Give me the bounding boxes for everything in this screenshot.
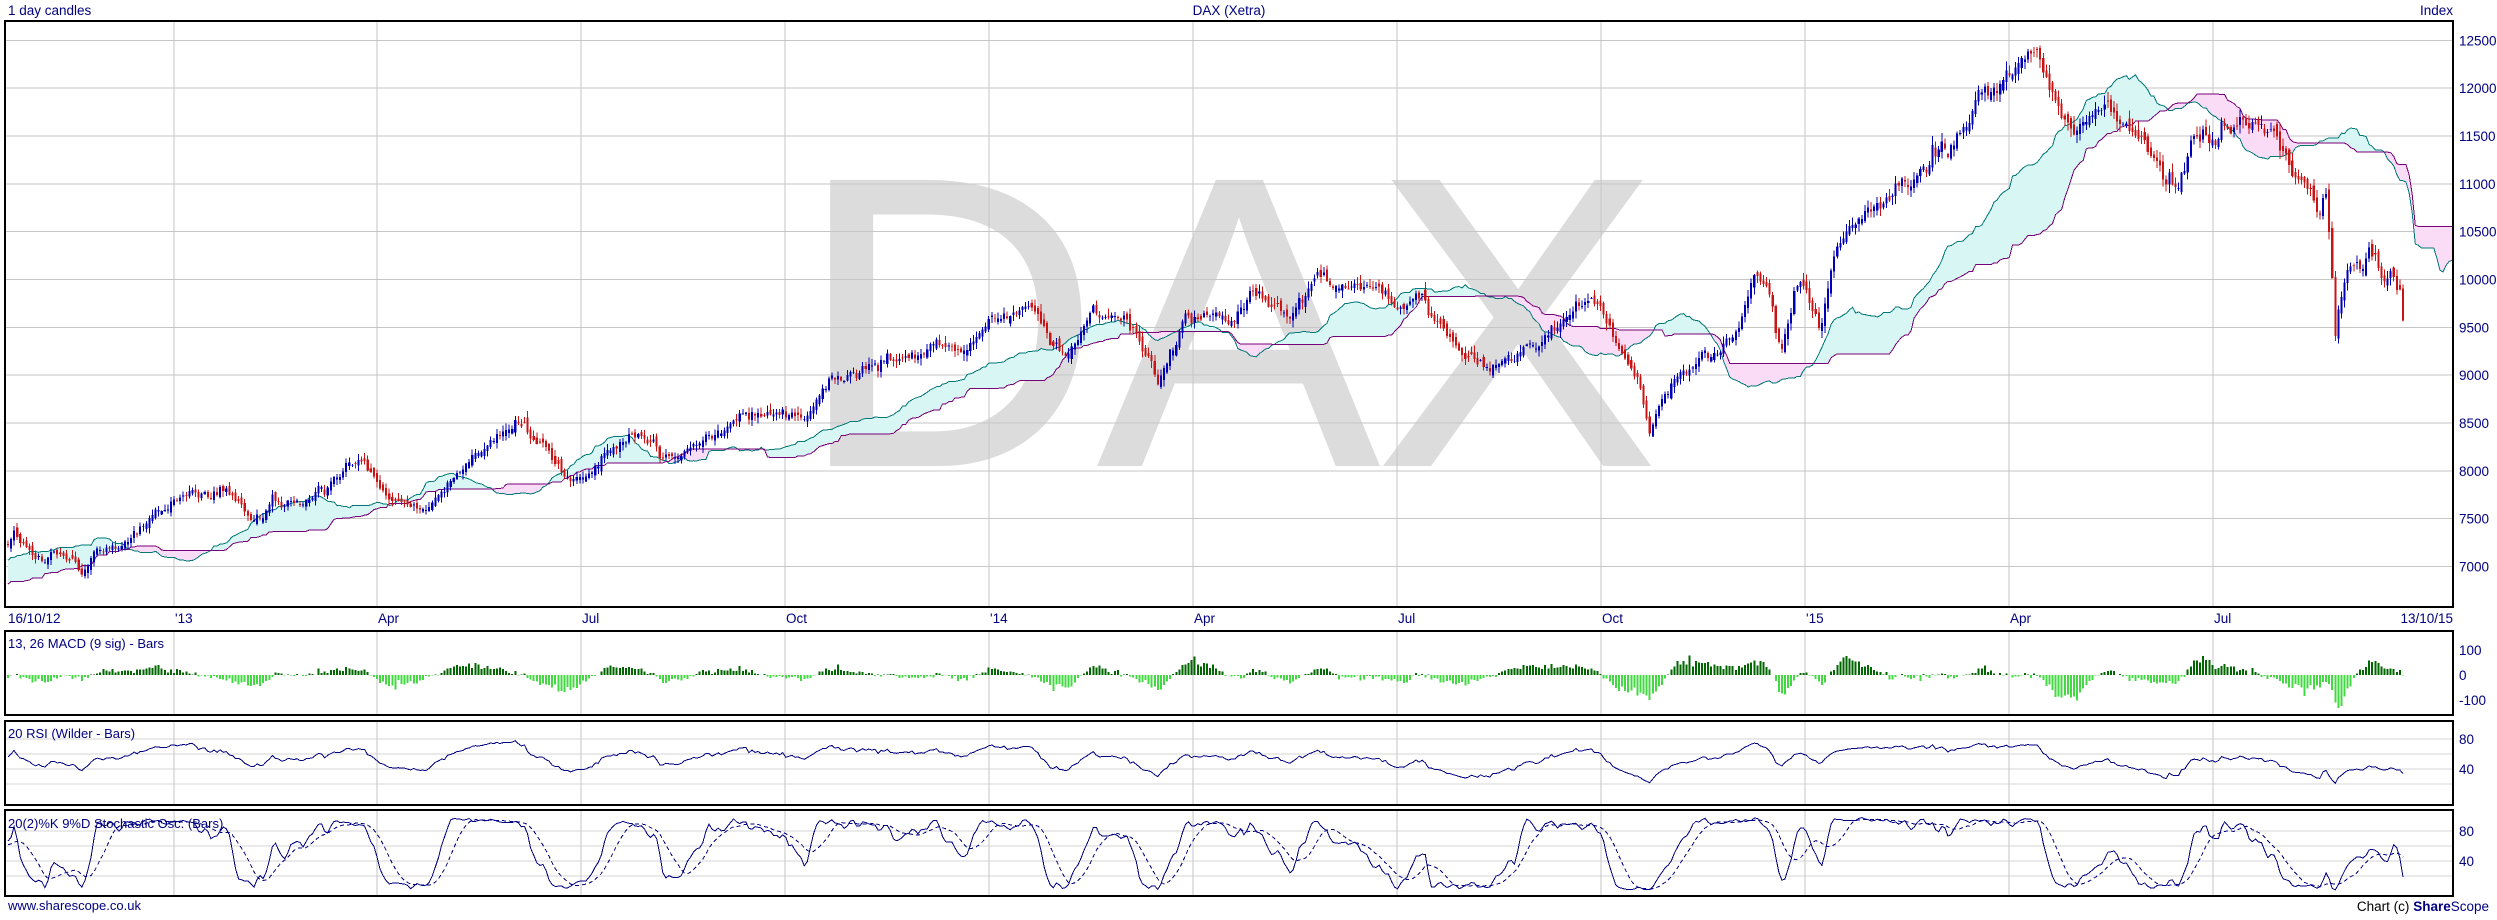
svg-text:80: 80 (2459, 824, 2474, 839)
svg-text:1 day candles: 1 day candles (8, 3, 92, 18)
svg-text:11000: 11000 (2459, 177, 2496, 192)
svg-text:40: 40 (2459, 854, 2474, 869)
svg-text:'15: '15 (1806, 611, 1824, 626)
svg-text:8000: 8000 (2459, 464, 2489, 479)
svg-text:'14: '14 (990, 611, 1008, 626)
svg-text:Apr: Apr (378, 611, 400, 626)
svg-text:Jul: Jul (1398, 611, 1415, 626)
svg-text:Oct: Oct (1602, 611, 1623, 626)
svg-text:10000: 10000 (2459, 272, 2497, 287)
svg-text:Chart (c) ShareScope: Chart (c) ShareScope (2357, 899, 2489, 914)
svg-text:13/10/15: 13/10/15 (2400, 611, 2453, 626)
svg-text:Apr: Apr (2010, 611, 2032, 626)
svg-text:20 RSI (Wilder - Bars): 20 RSI (Wilder - Bars) (8, 726, 135, 741)
svg-text:Jul: Jul (582, 611, 599, 626)
svg-text:DAX: DAX (798, 93, 1656, 551)
svg-text:80: 80 (2459, 732, 2474, 747)
svg-text:-100: -100 (2459, 693, 2486, 708)
svg-text:Index: Index (2420, 3, 2453, 18)
svg-text:8500: 8500 (2459, 416, 2489, 431)
svg-text:100: 100 (2459, 643, 2482, 658)
svg-text:Oct: Oct (786, 611, 807, 626)
svg-text:12500: 12500 (2459, 33, 2497, 48)
svg-text:10500: 10500 (2459, 225, 2497, 240)
svg-text:www.sharescope.co.uk: www.sharescope.co.uk (7, 898, 141, 913)
svg-text:40: 40 (2459, 762, 2474, 777)
svg-text:9000: 9000 (2459, 368, 2489, 383)
svg-text:20(2)%K 9%D Stochastic Osc. (B: 20(2)%K 9%D Stochastic Osc. (Bars) (8, 816, 223, 831)
svg-text:Apr: Apr (1194, 611, 1216, 626)
svg-text:13, 26 MACD (9 sig) - Bars: 13, 26 MACD (9 sig) - Bars (8, 636, 165, 651)
svg-text:Jul: Jul (2214, 611, 2231, 626)
svg-text:11500: 11500 (2459, 129, 2496, 144)
svg-text:DAX (Xetra): DAX (Xetra) (1193, 3, 1266, 18)
svg-text:7500: 7500 (2459, 512, 2489, 527)
svg-text:9500: 9500 (2459, 320, 2489, 335)
svg-text:12000: 12000 (2459, 81, 2497, 96)
svg-text:16/10/12: 16/10/12 (8, 611, 61, 626)
svg-text:'13: '13 (175, 611, 193, 626)
svg-text:7000: 7000 (2459, 559, 2489, 574)
svg-text:0: 0 (2459, 668, 2467, 683)
